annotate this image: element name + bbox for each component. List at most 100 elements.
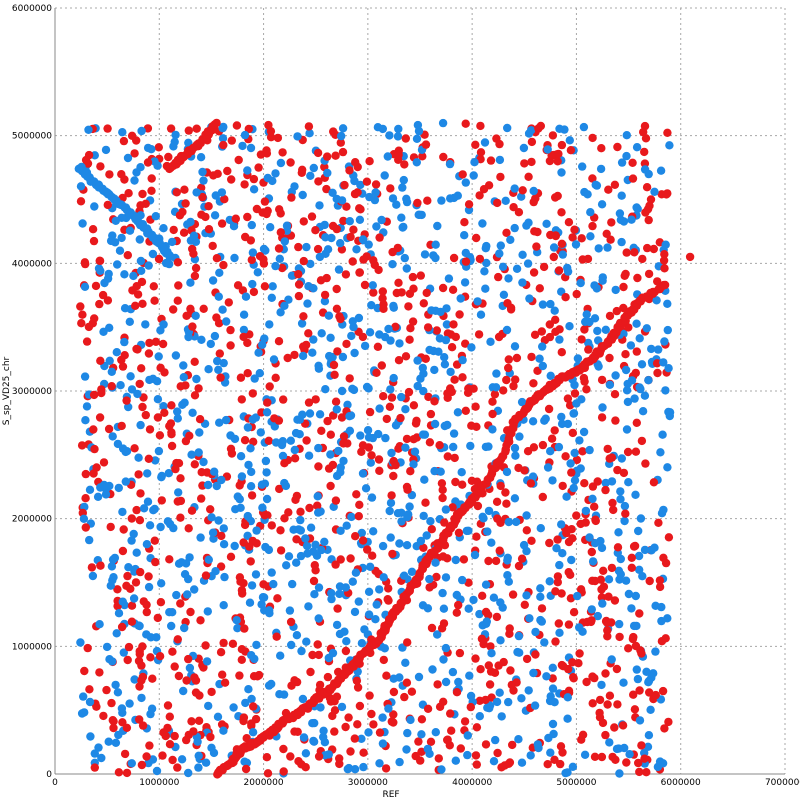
forward-match-point xyxy=(471,402,480,411)
forward-match-point xyxy=(190,460,199,469)
forward-match-point xyxy=(182,311,191,320)
reverse-match-point xyxy=(441,643,451,653)
forward-match-point xyxy=(582,385,591,394)
reverse-match-point xyxy=(496,241,505,250)
forward-match-point xyxy=(90,314,99,323)
forward-match-point xyxy=(409,401,419,410)
forward-match-point xyxy=(149,282,158,291)
reverse-match-point xyxy=(391,421,401,430)
forward-match-point xyxy=(435,441,444,450)
reverse-match-point xyxy=(267,293,276,302)
reverse-match-point xyxy=(522,221,531,230)
forward-match-point xyxy=(477,634,487,643)
reverse-match-point xyxy=(105,356,114,365)
reverse-match-point xyxy=(384,704,393,713)
forward-match-point xyxy=(447,726,456,735)
forward-match-point xyxy=(164,152,173,162)
forward-match-point xyxy=(538,440,548,450)
forward-match-point xyxy=(279,744,288,754)
reverse-match-point xyxy=(118,597,128,606)
reverse-match-point xyxy=(460,278,470,287)
reverse-match-point xyxy=(106,581,116,590)
reverse-match-point xyxy=(320,537,329,546)
reverse-match-point xyxy=(244,460,253,470)
reverse-match-point xyxy=(378,713,387,722)
forward-match-point xyxy=(276,546,286,555)
reverse-match-point xyxy=(487,538,496,547)
forward-match-point xyxy=(212,254,222,263)
reverse-match-point xyxy=(625,750,634,759)
forward-match-point xyxy=(570,389,580,398)
reverse-match-point xyxy=(555,628,564,637)
forward-match-point xyxy=(439,152,448,162)
forward-match-point xyxy=(218,670,227,679)
reverse-match-point xyxy=(617,191,626,200)
reverse-match-point xyxy=(489,757,499,766)
forward-match-point xyxy=(359,255,368,264)
reverse-match-point xyxy=(591,180,600,189)
forward-match-point xyxy=(328,460,338,470)
forward-match-point xyxy=(400,160,409,169)
forward-match-point xyxy=(389,471,398,481)
reverse-match-point xyxy=(319,726,328,735)
forward-match-point xyxy=(95,256,104,265)
reverse-match-point xyxy=(365,328,375,337)
reverse-match-point xyxy=(114,609,124,618)
reverse-match-point xyxy=(352,245,361,254)
forward-match-point xyxy=(248,389,257,398)
forward-match-point xyxy=(92,702,101,711)
reverse-match-point xyxy=(402,264,411,273)
reverse-match-point xyxy=(203,480,213,490)
reverse-match-point xyxy=(296,551,306,561)
forward-match-point xyxy=(642,183,652,192)
reverse-match-point xyxy=(204,701,213,711)
reverse-match-point xyxy=(400,253,409,263)
forward-match-point xyxy=(475,254,485,264)
forward-match-point xyxy=(629,690,638,699)
reverse-match-point xyxy=(451,555,460,565)
reverse-match-point xyxy=(615,619,624,629)
reverse-match-point xyxy=(296,515,305,525)
forward-match-point xyxy=(326,481,335,491)
forward-match-point xyxy=(284,508,293,517)
forward-match-point xyxy=(135,715,144,724)
forward-match-point xyxy=(163,701,173,710)
forward-match-point xyxy=(170,662,179,671)
reverse-match-point xyxy=(397,392,406,402)
forward-match-point xyxy=(387,393,397,402)
reverse-match-point xyxy=(313,492,322,501)
reverse-match-point xyxy=(650,543,659,552)
forward-match-point xyxy=(353,683,363,692)
forward-match-point xyxy=(216,562,226,571)
reverse-match-point xyxy=(107,367,117,376)
forward-match-point xyxy=(461,119,470,128)
reverse-match-point xyxy=(407,567,417,576)
forward-match-point xyxy=(190,271,200,281)
reverse-match-point xyxy=(191,311,200,320)
forward-match-point xyxy=(262,209,271,219)
reverse-match-point xyxy=(563,714,572,723)
reverse-match-point xyxy=(258,593,268,602)
forward-match-point xyxy=(191,676,201,685)
forward-match-point xyxy=(90,763,100,772)
reverse-match-point xyxy=(503,571,512,580)
reverse-match-point xyxy=(137,126,146,136)
forward-match-point xyxy=(433,680,442,689)
reverse-match-point xyxy=(510,184,519,193)
forward-match-point xyxy=(243,212,252,222)
reverse-match-point xyxy=(304,602,313,611)
reverse-match-point xyxy=(538,361,547,371)
forward-match-point xyxy=(566,570,575,579)
forward-match-point xyxy=(372,368,381,377)
forward-match-point xyxy=(216,648,226,657)
forward-match-point xyxy=(265,382,274,391)
forward-match-point xyxy=(89,236,99,246)
forward-match-point xyxy=(91,281,101,291)
forward-match-point xyxy=(195,691,204,700)
forward-match-point xyxy=(539,262,549,272)
forward-match-point xyxy=(553,157,562,166)
forward-match-point xyxy=(260,282,270,291)
reverse-match-point xyxy=(265,320,274,329)
reverse-match-point xyxy=(623,379,632,389)
forward-match-point xyxy=(99,711,108,721)
